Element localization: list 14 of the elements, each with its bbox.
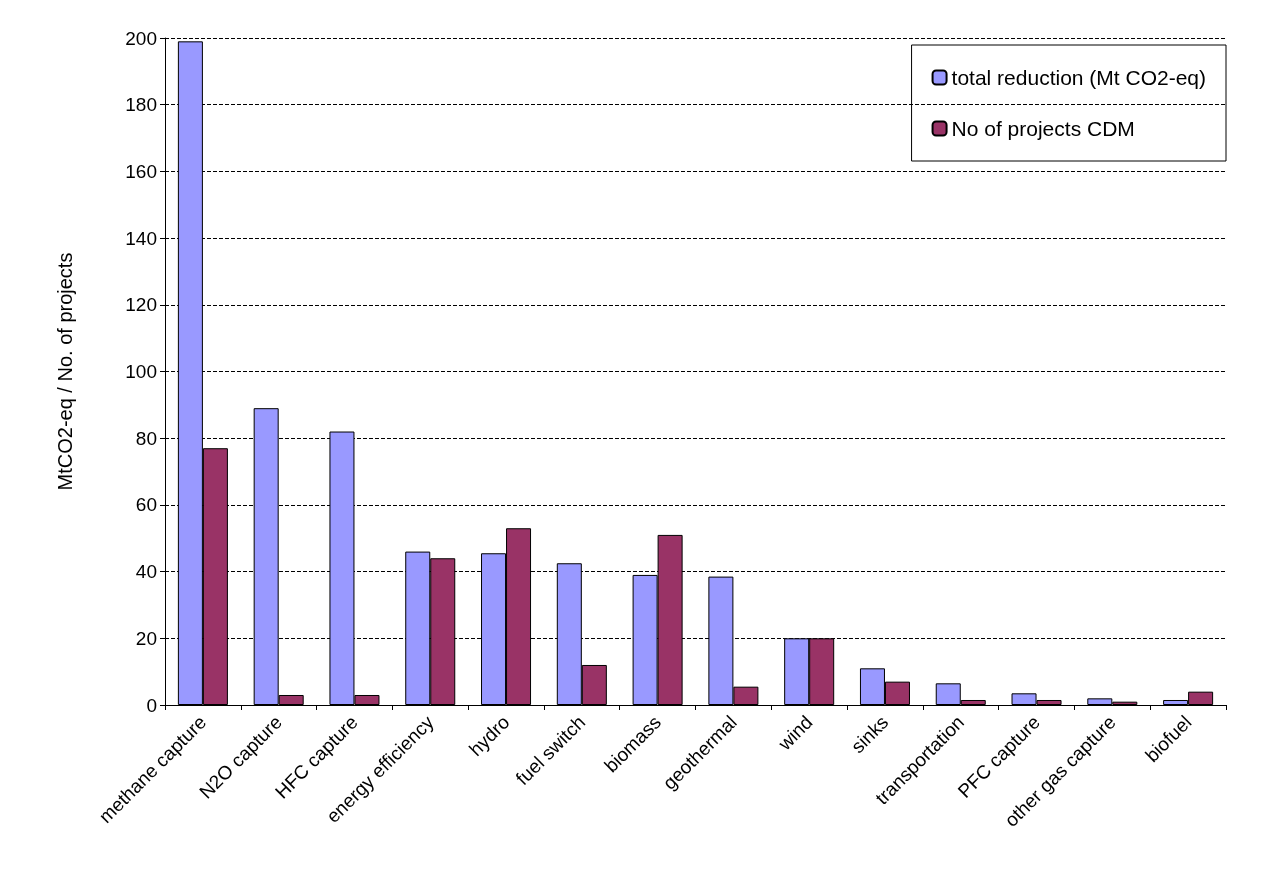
legend-label: total reduction (Mt CO2-eq) [951,66,1207,89]
y-tick-label: 80 [135,427,157,449]
y-tick-label: 120 [125,294,157,316]
y-tick-label: 140 [125,227,157,249]
y-tick-label: 100 [125,361,157,382]
y-tick-label: 180 [125,94,157,116]
y-tick-label: 60 [135,494,157,516]
y-axis-title: MtCO2-eq / No. of projects [54,252,76,491]
y-tick-label: 40 [135,561,157,583]
y-tick-label: 20 [135,627,157,649]
y-tick-label: 160 [125,160,157,182]
y-tick-label: 200 [125,27,157,49]
legend-label: No of projects CDM [951,117,1135,140]
y-tick-label: 0 [146,694,157,716]
